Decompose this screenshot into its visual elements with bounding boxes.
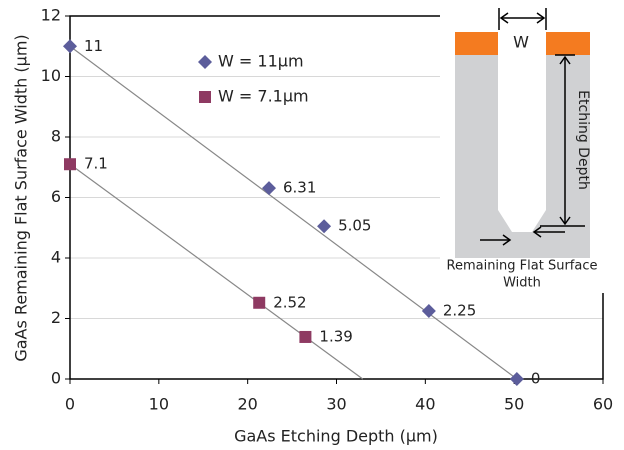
x-tick-label: 50 [504,395,524,414]
y-tick-label: 0 [51,369,61,388]
flat-width-label: Remaining Flat Surface [447,259,598,274]
y-tick-label: 10 [41,66,61,85]
x-tick-label: 0 [65,395,75,414]
data-label: 2.52 [273,293,306,311]
data-label: 2.25 [443,301,476,319]
marker [63,39,77,53]
x-tick-label: 20 [237,395,257,414]
mask-left [455,32,498,55]
width-label: W [513,33,529,52]
data-label: 11 [84,37,103,55]
x-tick-label: 60 [593,395,613,414]
flat-width-label: Width [503,276,541,291]
y-tick-label: 2 [51,308,61,327]
inset-diagram: W Etching Depth Remaining Flat Surface W… [440,8,615,293]
marker [253,297,265,309]
marker [262,181,276,195]
page: {"chart_data": {"type": "scatter", "x_la… [0,0,624,450]
y-tick-label: 8 [51,127,61,146]
y-tick-label: 4 [51,248,61,267]
y-axis-title: GaAs Remaining Flat Surface Width (µm) [12,34,31,361]
marker [299,331,311,343]
legend-marker [199,91,211,103]
data-label: 6.31 [283,179,316,197]
x-tick-label: 40 [415,395,435,414]
data-label: 7.1 [84,155,108,173]
trend-line [70,164,363,379]
legend-marker [198,55,212,69]
marker [64,158,76,170]
x-tick-label: 30 [326,395,346,414]
legend-label: W = 7.1µm [218,87,309,106]
data-label: 1.39 [319,327,352,345]
x-axis-title: GaAs Etching Depth (µm) [234,427,438,446]
marker [422,304,436,318]
data-label: 0 [531,370,541,388]
mask-right [546,32,590,55]
data-label: 5.05 [338,217,371,235]
x-tick-label: 10 [149,395,169,414]
y-tick-label: 12 [41,6,61,25]
y-tick-label: 6 [51,187,61,206]
legend-label: W = 11µm [218,52,304,71]
marker [510,372,524,386]
chart: 11 6.31 5.05 2.25 0 W = 11µm 7.1 2.52 1.39 W = 7.… [0,0,624,450]
depth-label: Etching Depth [575,90,591,190]
